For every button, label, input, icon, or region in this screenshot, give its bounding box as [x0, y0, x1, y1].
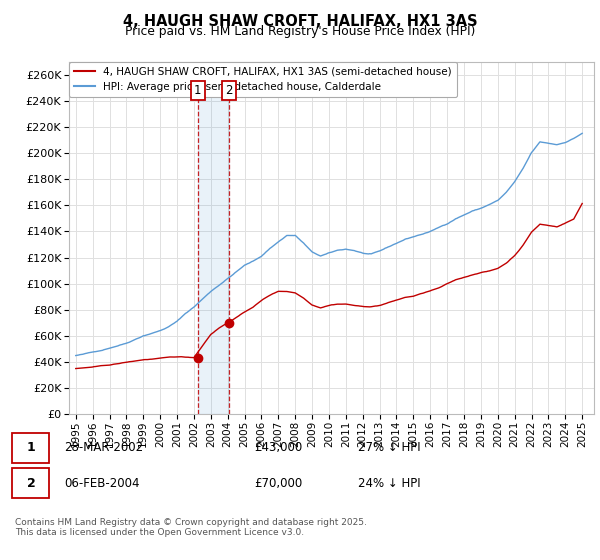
- Text: 2: 2: [26, 477, 35, 490]
- Legend: 4, HAUGH SHAW CROFT, HALIFAX, HX1 3AS (semi-detached house), HPI: Average price,: 4, HAUGH SHAW CROFT, HALIFAX, HX1 3AS (s…: [69, 62, 457, 97]
- Text: £43,000: £43,000: [254, 441, 302, 454]
- Text: 1: 1: [194, 84, 202, 97]
- Bar: [198, 62, 229, 414]
- Text: Price paid vs. HM Land Registry's House Price Index (HPI): Price paid vs. HM Land Registry's House …: [125, 25, 475, 38]
- FancyBboxPatch shape: [12, 433, 49, 463]
- Text: 28-MAR-2002: 28-MAR-2002: [64, 441, 143, 454]
- Text: 06-FEB-2004: 06-FEB-2004: [64, 477, 139, 490]
- Text: 4, HAUGH SHAW CROFT, HALIFAX, HX1 3AS: 4, HAUGH SHAW CROFT, HALIFAX, HX1 3AS: [122, 14, 478, 29]
- Text: 24% ↓ HPI: 24% ↓ HPI: [358, 477, 420, 490]
- Text: Contains HM Land Registry data © Crown copyright and database right 2025.
This d: Contains HM Land Registry data © Crown c…: [15, 517, 367, 537]
- FancyBboxPatch shape: [12, 468, 49, 498]
- Text: 1: 1: [26, 441, 35, 454]
- Text: 2: 2: [226, 84, 233, 97]
- Text: 27% ↓ HPI: 27% ↓ HPI: [358, 441, 420, 454]
- Text: £70,000: £70,000: [254, 477, 302, 490]
